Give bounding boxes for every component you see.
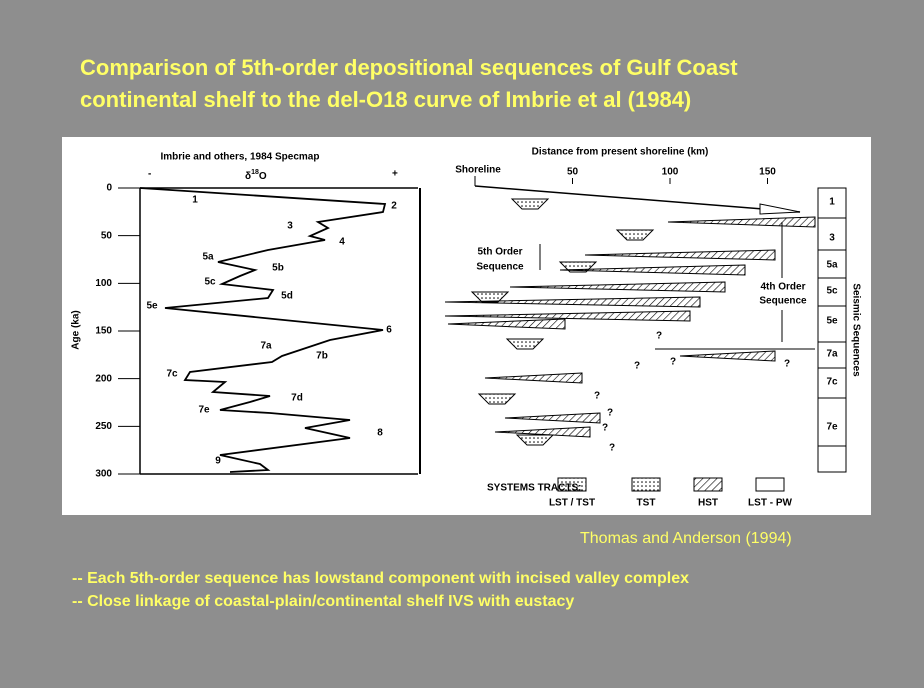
figure: Imbrie and others, 1984 Specmap - + δ18O… [62,137,871,515]
isotope-curve [139,187,387,473]
seismic-label: Seismic Sequences [850,283,861,377]
seismic-sequence-label: 7c [826,377,838,388]
wedge [759,203,801,215]
sequence-wedge [484,372,583,384]
y-tick-label: 0 [106,183,112,194]
incised-valley [510,198,550,210]
superscript: 18 [251,169,259,176]
stage-label: 6 [386,325,392,336]
stage-label: 5b [272,263,284,274]
stage-label: 5a [202,252,214,263]
question-mark: ? [634,361,640,372]
bullet: -- Each 5th-order sequence has lowstand … [72,570,689,587]
question-mark: ? [784,359,790,370]
x-tick-label: 50 [567,167,579,178]
element: O [259,171,267,182]
fourth-order-label: Sequence [759,296,807,307]
stage-label: 7b [316,351,328,362]
figure-background [62,137,871,515]
incised-valley [615,229,655,241]
y-tick-label: 250 [95,421,112,432]
sequence-wedge [679,350,776,362]
stage-label: 9 [215,456,221,467]
seismic-sequence-label: 3 [829,233,835,244]
stage-label: 4 [339,237,345,248]
seismic-sequence-label: 7e [826,422,838,433]
incised-valley [505,338,545,350]
stage-label: 5e [146,301,158,312]
y-tick-label: 50 [101,230,113,241]
legend-swatch [693,477,723,492]
incised-valley [477,393,517,405]
fifth-order-label: Sequence [476,262,524,273]
sequence-wedge [667,216,816,228]
stage-label: 7a [260,341,272,352]
fifth-order-label: 5th Order [477,247,522,258]
seismic-sequence-label: 7a [826,349,838,360]
stage-label: 7e [198,405,210,416]
systems-tracts-label: SYSTEMS TRACTS: [487,483,581,494]
isotope-label: δ18O [245,169,267,182]
stage-label: 7d [291,393,303,404]
incised-valley [515,434,555,446]
shoreline-label: Shoreline [455,165,501,176]
credit: Thomas and Anderson (1994) [580,530,792,547]
legend-label: LST - PW [748,498,792,509]
title-line: Comparison of 5th-order depositional seq… [80,55,738,80]
sequence-wedge [504,412,601,424]
seismic-sequence-label: 5e [826,316,838,327]
seismic-column [817,187,847,473]
question-mark: ? [602,423,608,434]
sequence-wedge [444,296,701,308]
question-mark: ? [609,443,615,454]
sequence-wedge [509,281,726,293]
sequence-wedge [447,318,566,330]
y-tick-label: 300 [95,469,112,480]
panel-header: Imbrie and others, 1984 Specmap [161,152,320,163]
legend-swatch [631,477,661,492]
bullet: -- Close linkage of coastal-plain/contin… [72,593,574,610]
stage-label: 5c [204,277,216,288]
shoreline-profile [474,185,801,213]
y-tick-label: 100 [95,278,112,289]
delta: δ [245,171,251,182]
question-mark: ? [656,331,662,342]
panel-header: Distance from present shoreline (km) [532,147,709,158]
legend-swatch [755,477,785,492]
stage-label: 5d [281,291,293,302]
stage-label: 8 [377,428,383,439]
question-mark: ? [670,357,676,368]
y-axis-label: Age (ka) [71,310,82,349]
question-mark: ? [607,408,613,419]
axis-sign: + [392,169,398,180]
x-tick-label: 100 [662,167,679,178]
seismic-sequence-label: 5a [826,260,838,271]
legend-label: LST / TST [549,498,595,509]
axis-sign: - [148,169,151,180]
legend-label: HST [698,498,718,509]
incised-valley [558,261,598,273]
fourth-order-label: 4th Order [760,282,805,293]
sequence-wedge [584,249,776,261]
incised-valley [470,291,510,303]
legend-label: TST [637,498,656,509]
seismic-sequence-label: 1 [829,197,835,208]
y-tick-label: 200 [95,373,112,384]
sequence-wedge [444,310,691,322]
x-tick-label: 150 [759,167,776,178]
question-mark: ? [594,391,600,402]
seismic-sequence-label: 5c [826,286,838,297]
stage-label: 2 [391,201,397,212]
title-line: continental shelf to the del-O18 curve o… [80,87,691,112]
stage-label: 3 [287,221,293,232]
legend-swatch [557,477,587,492]
stage-label: 1 [192,195,198,206]
sequence-wedge [559,264,746,276]
y-tick-label: 150 [95,326,112,337]
stage-label: 7c [166,369,178,380]
